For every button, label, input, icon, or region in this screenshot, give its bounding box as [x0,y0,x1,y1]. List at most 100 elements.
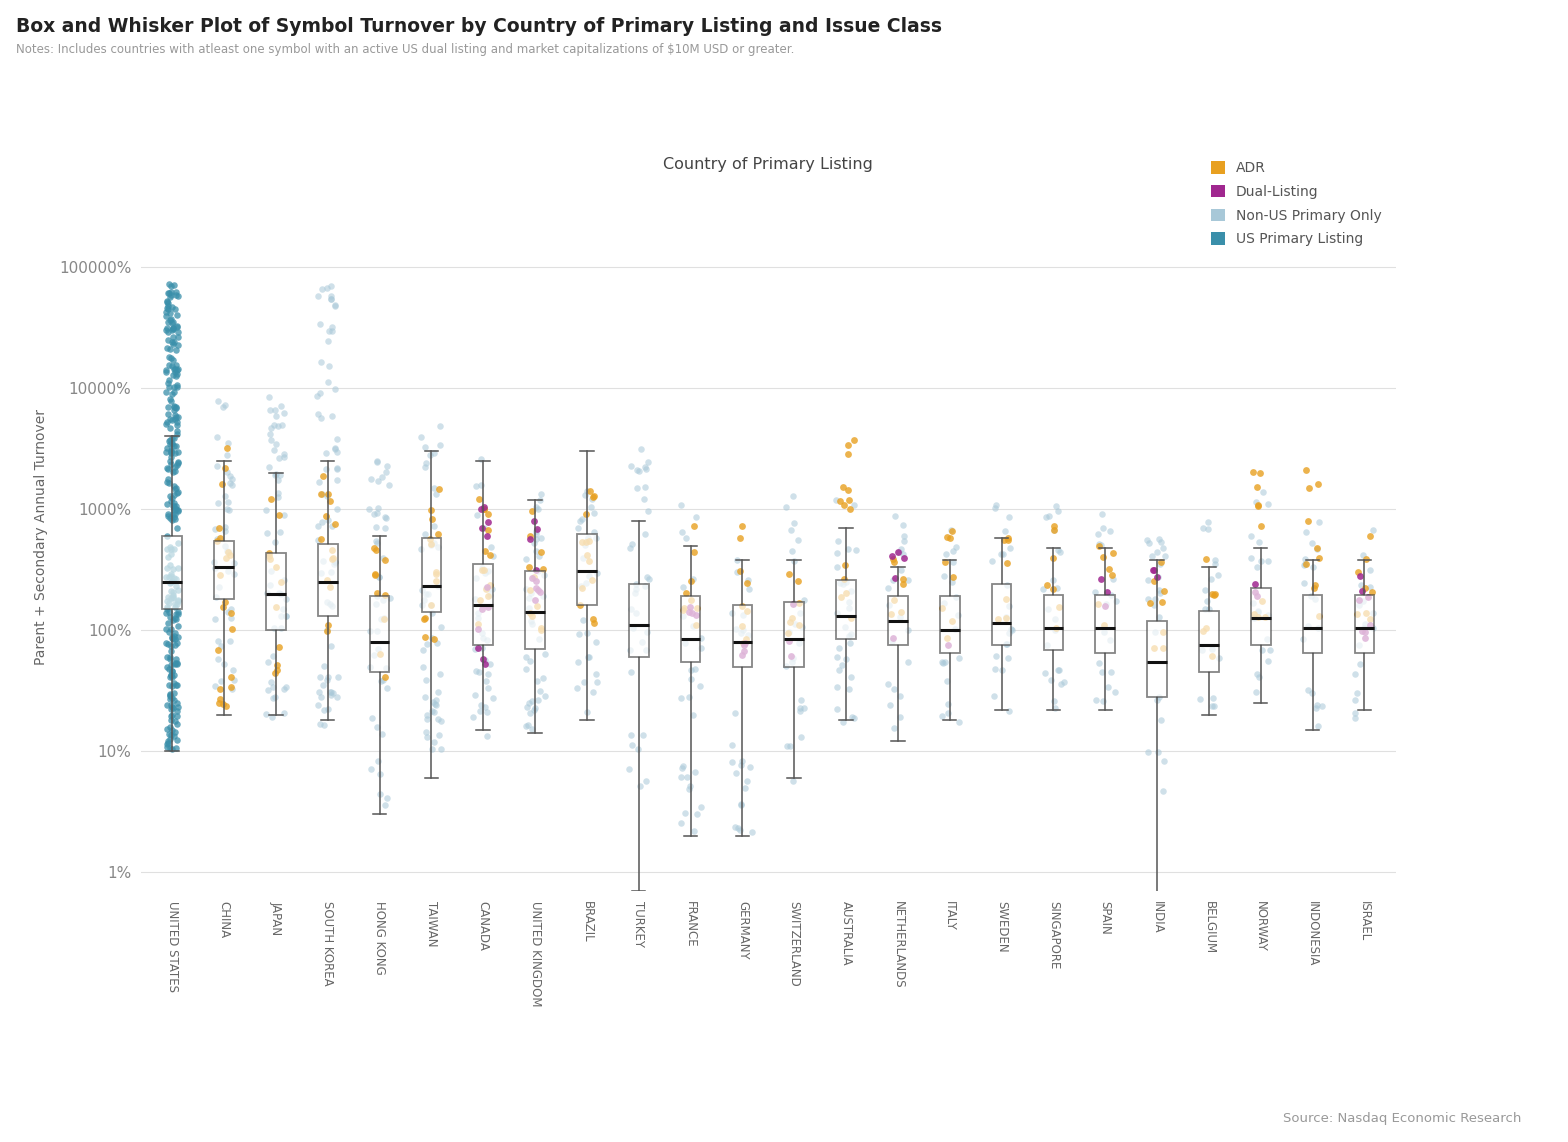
Point [165,453,190,472]
Point [728,795,753,813]
Point [423,572,448,590]
Point [514,649,539,667]
Point [417,445,442,464]
Point [373,586,398,604]
Point [877,596,902,614]
Point [163,723,188,741]
Point [989,660,1014,678]
Point [939,522,964,540]
Point [271,703,296,722]
Point [165,654,190,673]
Point [426,436,452,455]
Point [365,499,390,517]
Point [165,416,190,434]
Point [632,478,657,497]
Point [412,687,437,706]
Point [220,620,245,638]
Bar [422,538,441,612]
Point [428,618,453,636]
Point [939,573,964,592]
Point [163,497,188,515]
Point [514,698,539,716]
Point [1254,652,1279,670]
Point [1294,461,1319,480]
Point [996,508,1021,526]
Point [307,315,332,333]
Point [720,737,745,755]
Point [158,668,183,686]
Point [677,778,702,796]
Point [789,727,814,746]
Point [618,539,643,557]
Point [205,650,230,668]
Point [1101,544,1126,562]
Point [157,432,182,450]
Point [1347,596,1372,614]
Point [375,457,400,475]
Point [155,297,180,315]
Point [157,687,182,706]
Point [1044,619,1069,637]
Point [1193,581,1218,600]
Point [155,373,180,392]
Point [786,531,811,549]
Point [472,518,497,537]
Point [1151,640,1176,658]
Point [1152,547,1178,565]
Point [466,616,491,634]
Point [671,601,696,619]
Point [163,480,188,498]
Point [162,630,187,649]
Point [260,708,285,726]
Point [1033,507,1058,525]
Point [155,293,180,312]
Point [684,606,709,625]
Point [154,604,179,622]
Point [157,474,182,492]
Point [983,648,1008,666]
Point [160,320,185,338]
Point [320,322,345,340]
Point [720,604,745,622]
Point [318,595,343,613]
Point [524,530,549,548]
Point [1242,576,1267,594]
Point [831,496,856,514]
Point [163,341,188,360]
Point [1043,610,1068,628]
Point [1145,691,1170,709]
Point [165,592,190,610]
Point [165,518,190,537]
Point [160,588,185,606]
Point [165,323,190,341]
Point [522,699,547,717]
Point [364,584,389,602]
Point [163,676,188,694]
Point [469,695,494,714]
Point [309,513,334,531]
Point [321,555,347,573]
Point [946,713,971,731]
Point [361,646,386,665]
Point [1245,665,1270,683]
Point [731,621,756,640]
Point [477,546,502,564]
Point [621,619,646,637]
Point [1300,557,1325,576]
Point [306,287,331,305]
Point [163,397,188,416]
Point [267,638,292,657]
Point [315,373,340,392]
Point [314,486,339,505]
Point [933,653,958,671]
Point [373,796,398,814]
Point [1046,501,1071,520]
Point [317,357,342,376]
Point [1099,662,1124,681]
Point [1305,619,1330,637]
Bar [887,596,908,645]
Point [1046,661,1071,679]
Point [478,576,503,594]
Point [891,570,916,588]
Point [825,531,850,549]
